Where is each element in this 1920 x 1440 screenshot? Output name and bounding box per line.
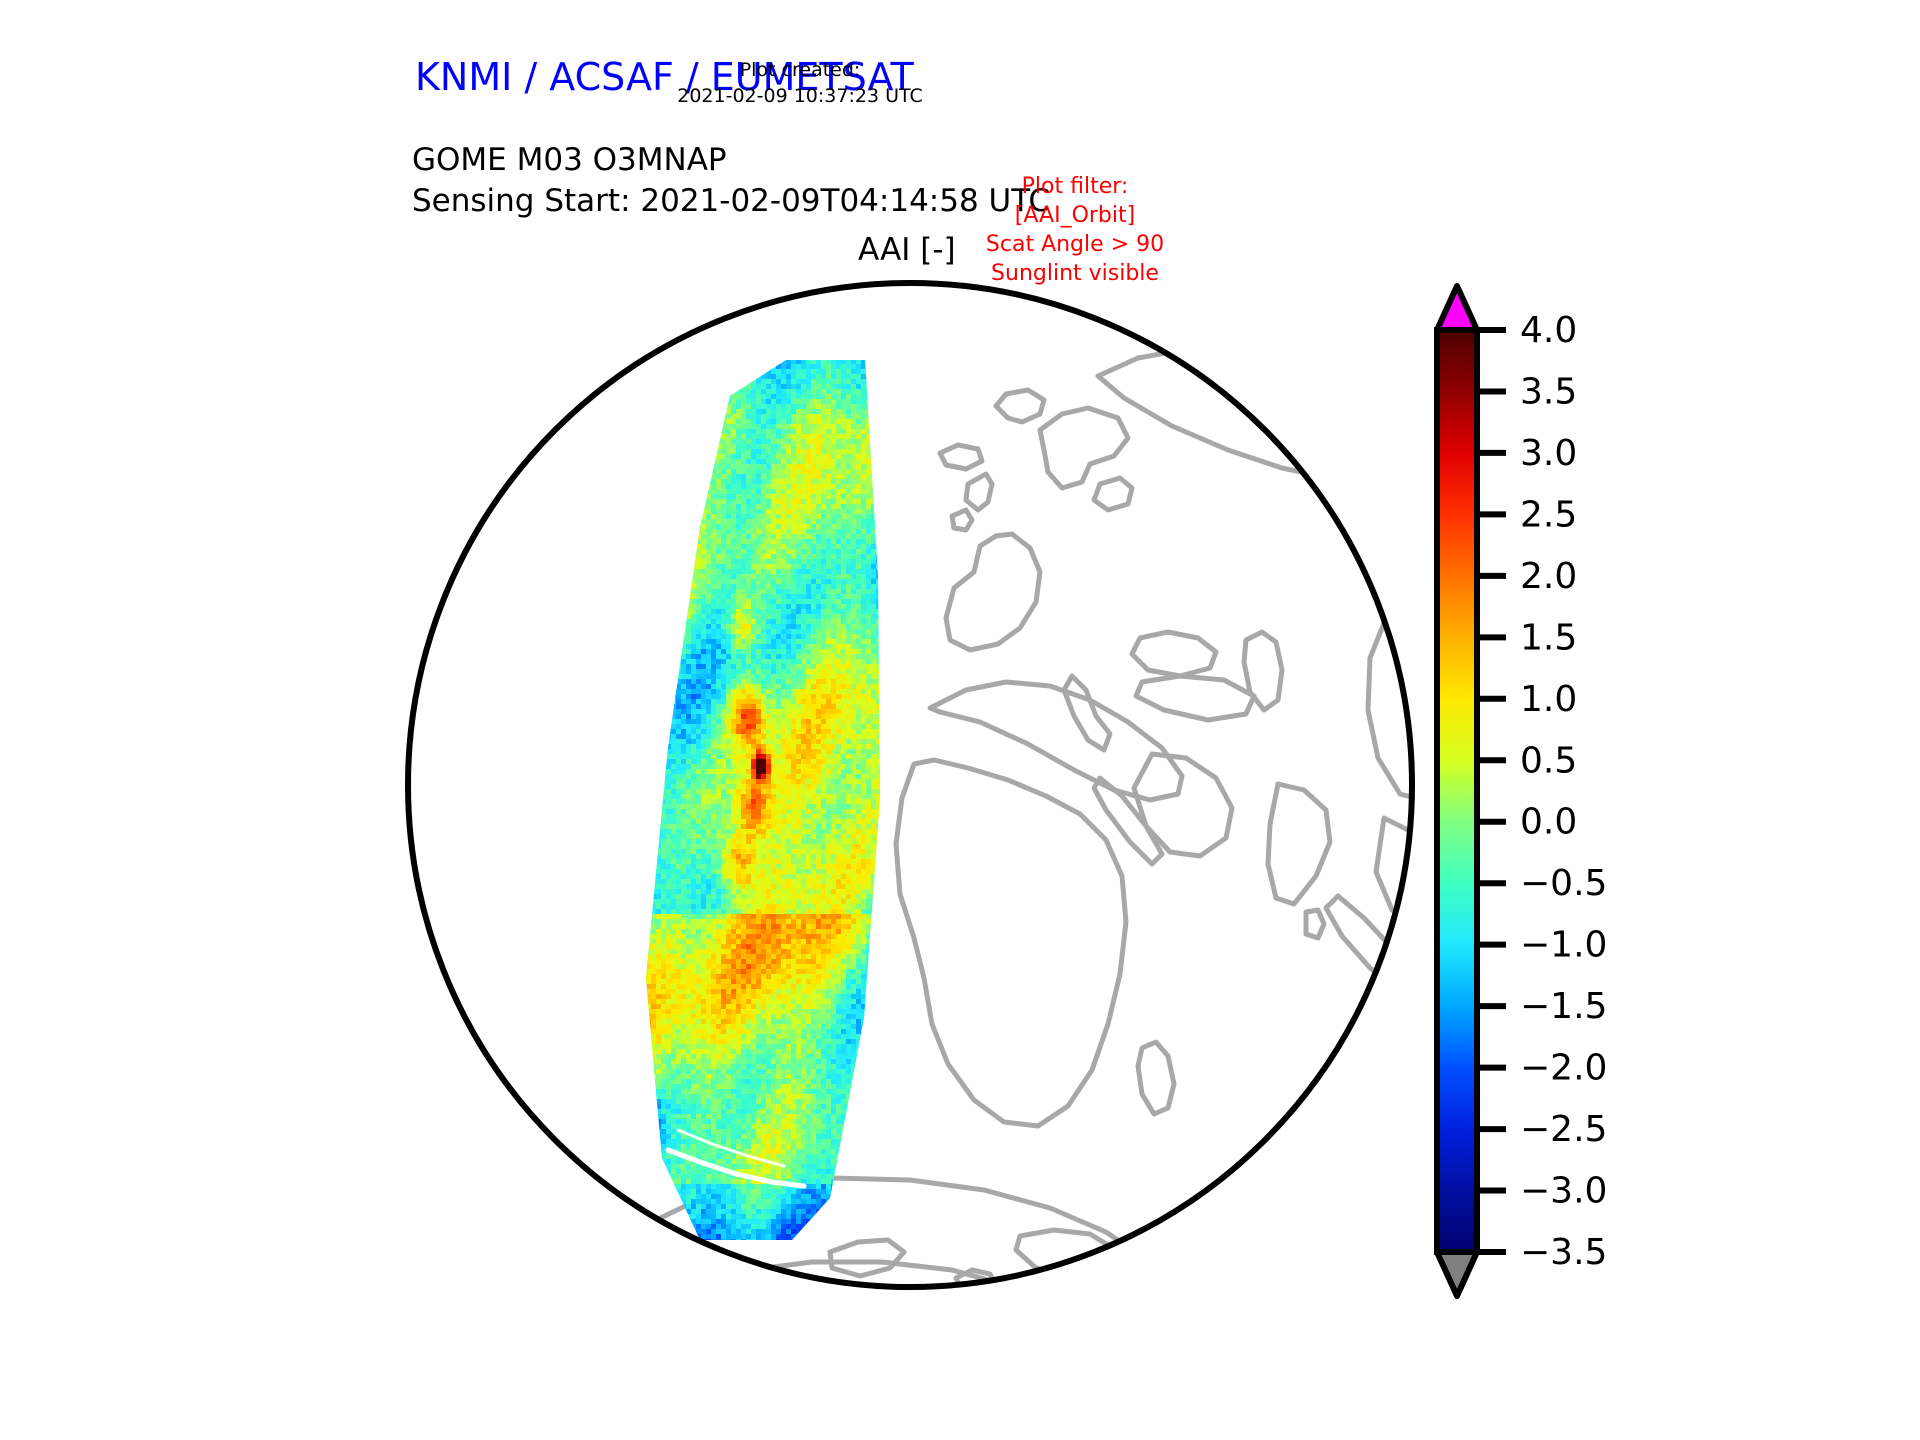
colorbar-gradient: [1434, 327, 1480, 1255]
colorbar-tick-label: −1.0: [1520, 925, 1607, 966]
coastline-antarctica: [649, 1175, 1191, 1287]
colorbar-tick-label: 0.0: [1520, 802, 1577, 843]
globe-outline: [405, 280, 1415, 1290]
coastline-china: [1365, 605, 1412, 805]
coastline-sea-asia: [1373, 815, 1412, 931]
globe-svg: [405, 280, 1415, 1290]
colorbar-tick-label: −2.0: [1520, 1048, 1607, 1089]
coastline-antarctic-peninsula: [827, 1237, 907, 1279]
colorbar-tick-label: −1.5: [1520, 986, 1607, 1027]
colorbar-tick-label: 3.5: [1520, 371, 1577, 412]
sunglint-line-2: [676, 1128, 786, 1168]
coastline-australia: [1373, 985, 1412, 1179]
coastline-italy: [1061, 673, 1113, 753]
product-title-block: GOME M03 O3MNAP Sensing Start: 2021-02-0…: [412, 140, 1050, 222]
coastline-iceland: [937, 442, 985, 472]
colorbar-svg: 4.0 3.5 3.0 2.5 2.0 1.5 1.0 0.5 0.0 −0.5 −1.0 −1.5 −…: [1434, 283, 1607, 1299]
colorbar-tick-label: −2.5: [1520, 1109, 1607, 1150]
sensing-start: Sensing Start: 2021-02-09T04:14:58 UTC: [412, 183, 1050, 220]
colorbar-tick-label: 1.0: [1520, 679, 1577, 720]
coastline-redsea: [1091, 775, 1165, 867]
colorbar: 4.0 3.5 3.0 2.5 2.0 1.5 1.0 0.5 0.0 −0.5 −1.0 −1.5 −…: [1420, 276, 1750, 1306]
coastline-nordic: [1037, 405, 1131, 491]
plot-filter-block: Plot filter: [AAI_Orbit] Scat Angle > 90…: [910, 172, 1240, 288]
coastline-scandinavia: [993, 387, 1047, 425]
coastline-britain: [949, 471, 995, 533]
globe-map: [400, 278, 1420, 1298]
colorbar-tick-label: −3.0: [1520, 1171, 1607, 1212]
swath-group: [646, 360, 880, 1240]
coastline-turkey: [1133, 673, 1257, 723]
swath-pixels: [646, 360, 880, 1240]
globe-disc: [408, 283, 1412, 1287]
quantity-title: AAI [-]: [858, 232, 956, 268]
colorbar-tick-label: −3.5: [1520, 1232, 1607, 1273]
coastline-africa: [893, 757, 1129, 1129]
colorbar-tick-label: 3.0: [1520, 433, 1577, 474]
colorbar-under-arrow: [1434, 1249, 1480, 1299]
coastline-blacksea: [1129, 629, 1219, 679]
plot-filter-variable: [AAI_Orbit]: [1014, 203, 1136, 229]
plot-filter-sunglint: Sunglint visible: [991, 261, 1159, 287]
coastline-mediterranean: [927, 679, 1185, 803]
coastline-india: [1265, 781, 1333, 907]
sunglint-line: [665, 1147, 807, 1189]
plot-filter-scat-angle: Scat Angle > 90: [985, 232, 1165, 258]
colorbar-ticks: 4.0 3.5 3.0 2.5 2.0 1.5 1.0 0.5 0.0 −0.5 −1.0 −1.5 −…: [1477, 310, 1607, 1273]
coastline-caspian: [1241, 629, 1285, 713]
plot-created-label: Plot created:: [739, 59, 861, 81]
coastline-madagascar: [1135, 1039, 1177, 1117]
organisation-title: KNMI / ACSAF / EUMETSAT: [415, 55, 914, 99]
coastline-arabia: [1131, 751, 1235, 859]
plot-created-value: 2021-02-09 10:37:23 UTC: [677, 84, 923, 107]
product-name: GOME M03 O3MNAP: [412, 142, 727, 178]
colorbar-over-arrow: [1434, 283, 1480, 333]
coastline-baltic: [1091, 475, 1135, 513]
swath-noise-layer: [646, 360, 880, 1240]
coastline-srilanka: [1303, 907, 1327, 941]
plot-filter-label: Plot filter:: [1021, 174, 1129, 199]
colorbar-tick-label: 1.5: [1520, 617, 1577, 658]
colorbar-tick-label: 2.0: [1520, 556, 1577, 597]
plot-created-block: Plot created: 2021-02-09 10:37:23 UTC: [620, 58, 980, 109]
colorbar-tick-label: 2.5: [1520, 494, 1577, 535]
colorbar-tick-label: 4.0: [1520, 310, 1577, 351]
colorbar-tick-label: −0.5: [1520, 863, 1607, 904]
colorbar-tick-label: 0.5: [1520, 740, 1577, 781]
coastline-weurope: [943, 531, 1043, 653]
